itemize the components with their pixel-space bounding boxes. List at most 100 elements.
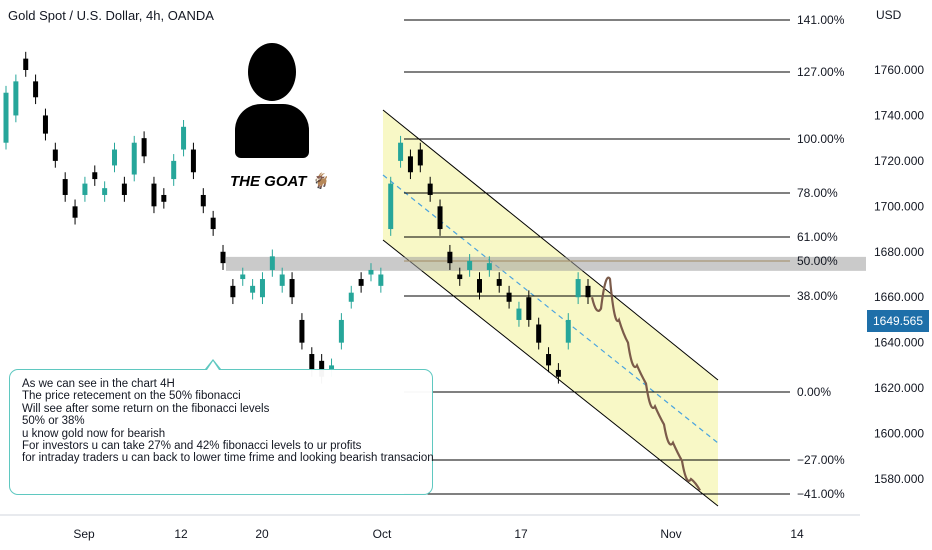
candle-body bbox=[230, 285, 236, 298]
channel-lower-line bbox=[382, 239, 719, 507]
fib-label: 127.00% bbox=[797, 65, 845, 79]
candle-body bbox=[220, 251, 226, 264]
y-tick-label: 1600.000 bbox=[874, 427, 924, 441]
candle-body bbox=[546, 354, 552, 366]
candle-body bbox=[42, 115, 48, 134]
candle-body bbox=[526, 297, 532, 320]
candle-body bbox=[555, 369, 561, 377]
candle-body bbox=[279, 274, 285, 286]
candle-body bbox=[210, 217, 216, 230]
candle-body bbox=[259, 279, 265, 298]
x-tick-label: Oct bbox=[373, 527, 392, 541]
candle-body bbox=[506, 292, 512, 302]
candle-body bbox=[565, 319, 571, 343]
last-price-tag: 1649.565 bbox=[867, 310, 929, 332]
time-axis: Sep 12 20 Oct 17 Nov 14 bbox=[0, 514, 860, 541]
fib-label: 141.00% bbox=[797, 13, 845, 27]
x-tick-label: Sep bbox=[73, 527, 95, 541]
candle-body bbox=[52, 149, 58, 161]
y-tick-label: 1620.000 bbox=[874, 381, 924, 395]
x-tick-label: Nov bbox=[660, 527, 681, 541]
fib-label: 78.00% bbox=[797, 186, 838, 200]
y-tick-label: 1580.000 bbox=[874, 472, 924, 486]
candle-body bbox=[437, 206, 443, 230]
candle-body bbox=[388, 183, 394, 230]
y-tick-label: 1720.000 bbox=[874, 154, 924, 168]
candle-body bbox=[23, 58, 29, 70]
avatar-caption: THE GOAT 🐐 bbox=[230, 173, 330, 190]
chart-title: Gold Spot / U.S. Dollar, 4h, OANDA bbox=[8, 8, 214, 23]
resistance-zone bbox=[226, 256, 866, 271]
fibonacci-levels: 141.00% 127.00% 100.00% 78.00% 61.00% 50.00% 3… bbox=[404, 13, 845, 501]
candle-body bbox=[358, 279, 364, 286]
note-line: for intraday traders u can back to lower… bbox=[22, 452, 434, 465]
candle-body bbox=[338, 319, 344, 343]
annotation-note[interactable]: As we can see in the chart 4H The price … bbox=[9, 369, 434, 495]
note-line: 50% or 38% bbox=[22, 415, 85, 428]
candle-body bbox=[269, 256, 275, 270]
candle-body bbox=[62, 179, 68, 195]
price-axis: 1760.000 1740.000 1720.000 1700.000 1680.000… bbox=[874, 63, 924, 486]
fib-label: 100.00% bbox=[797, 132, 845, 146]
candle-body bbox=[476, 279, 482, 293]
candlesticks bbox=[3, 51, 591, 384]
y-tick-label: 1680.000 bbox=[874, 245, 924, 259]
note-line: As we can see in the chart 4H bbox=[22, 378, 175, 390]
candle-body bbox=[200, 194, 206, 207]
candle-body bbox=[309, 354, 315, 370]
fib-label: −27.00% bbox=[797, 453, 845, 467]
candle-body bbox=[131, 142, 137, 175]
candle-body bbox=[319, 360, 325, 377]
channel-fill bbox=[383, 110, 718, 506]
y-tick-label: 1700.000 bbox=[874, 199, 924, 213]
x-tick-label: 20 bbox=[255, 527, 269, 541]
x-tick-label: 12 bbox=[174, 527, 188, 541]
fib-label: 61.00% bbox=[797, 230, 838, 244]
candle-body bbox=[417, 149, 423, 166]
fib-label: 50.00% bbox=[797, 254, 838, 268]
candle-body bbox=[368, 269, 374, 275]
avatar-head-icon bbox=[248, 43, 296, 101]
candle-body bbox=[407, 156, 413, 173]
projection-path bbox=[590, 276, 701, 491]
candle-body bbox=[398, 142, 404, 161]
candle-body bbox=[102, 188, 108, 195]
note-pointer-fill bbox=[207, 361, 219, 370]
candle-body bbox=[427, 183, 433, 195]
candle-body bbox=[575, 279, 581, 298]
x-tick-label: 17 bbox=[514, 527, 528, 541]
candle-body bbox=[82, 183, 88, 195]
candle-body bbox=[240, 274, 246, 280]
candle-body bbox=[161, 194, 167, 202]
note-line: u know gold now for bearish bbox=[22, 427, 166, 440]
note-line: For investors u can take 27% and 42% fib… bbox=[22, 440, 362, 453]
x-tick-label: 14 bbox=[790, 527, 804, 541]
descending-channel bbox=[382, 109, 719, 507]
candle-body bbox=[3, 92, 9, 143]
candle-body bbox=[378, 274, 384, 286]
candle-body bbox=[447, 251, 453, 264]
candle-body bbox=[151, 183, 157, 207]
candle-body bbox=[72, 206, 78, 218]
candle-body bbox=[329, 365, 335, 370]
candle-body bbox=[92, 172, 98, 180]
candle-body bbox=[121, 183, 127, 195]
y-tick-label: 1660.000 bbox=[874, 290, 924, 304]
candle-body bbox=[171, 160, 177, 180]
note-line: Will see after some return on the fibona… bbox=[22, 402, 270, 415]
fib-label: 0.00% bbox=[797, 385, 831, 399]
candle-body bbox=[299, 319, 305, 343]
currency-label: USD bbox=[876, 8, 902, 22]
candle-body bbox=[250, 285, 256, 293]
resistance-zone-band bbox=[226, 256, 866, 271]
candle-body bbox=[536, 324, 542, 343]
fib-label: 38.00% bbox=[797, 289, 838, 303]
channel-upper-line bbox=[382, 109, 719, 381]
fib-label: −41.00% bbox=[797, 487, 845, 501]
avatar-body-icon bbox=[235, 104, 309, 158]
candle-body bbox=[13, 81, 19, 116]
candle-body bbox=[141, 138, 147, 157]
candle-body bbox=[486, 263, 492, 270]
candle-body bbox=[467, 260, 473, 270]
